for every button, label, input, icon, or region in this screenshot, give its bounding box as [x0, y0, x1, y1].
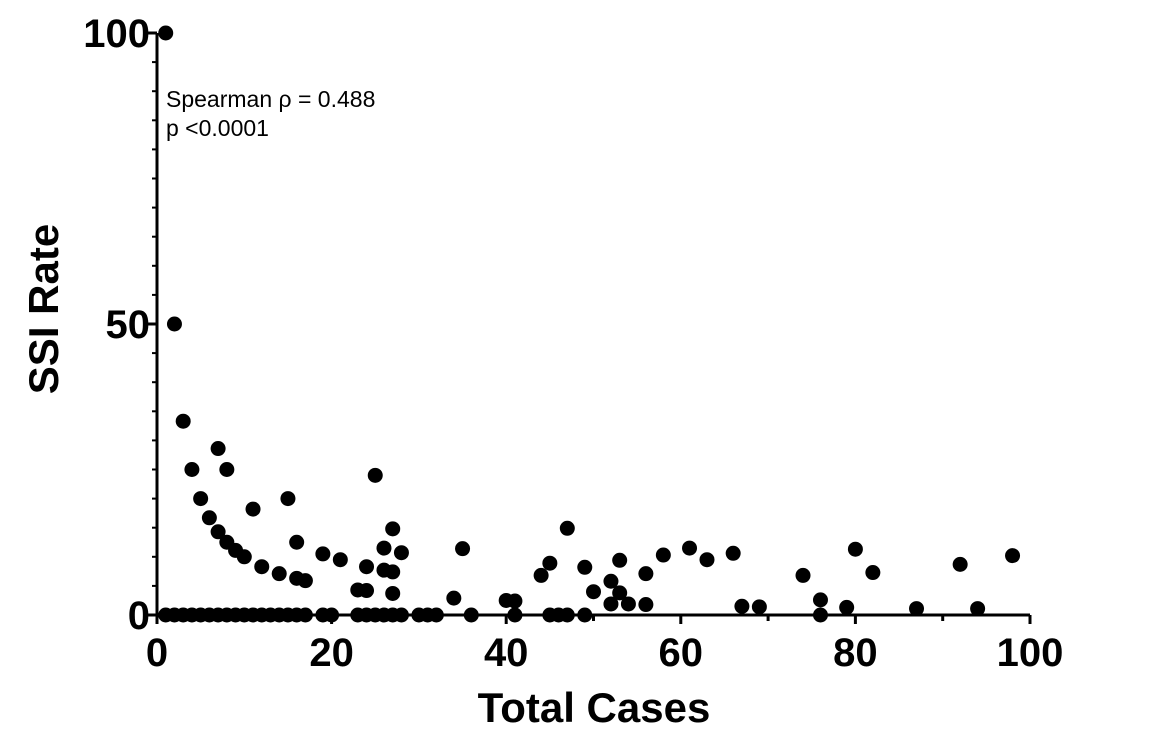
data-point [463, 607, 479, 623]
data-points [158, 25, 1021, 623]
data-point [236, 549, 252, 565]
ticks [148, 31, 1032, 624]
data-point [210, 524, 226, 540]
x-tick-label: 100 [997, 631, 1064, 675]
x-tick-label: 20 [309, 631, 354, 675]
data-point [158, 25, 174, 41]
data-point [638, 597, 654, 613]
data-point [254, 559, 270, 575]
data-point [455, 541, 471, 557]
data-point [586, 584, 601, 600]
data-point [603, 573, 619, 589]
data-point [184, 462, 200, 477]
data-point [751, 599, 767, 615]
data-point [175, 413, 191, 429]
data-point [245, 501, 261, 517]
p-value-annotation: p <0.0001 [166, 115, 269, 141]
data-point [219, 462, 235, 477]
data-point [201, 510, 217, 526]
data-point [385, 521, 401, 537]
axes [155, 33, 1030, 617]
data-point [297, 607, 313, 623]
x-tick-label: 40 [484, 631, 529, 675]
data-point [428, 607, 444, 623]
data-point [324, 607, 340, 623]
data-point [446, 590, 462, 606]
spearman-annotation: Spearman ρ = 0.488 [166, 86, 375, 112]
y-tick-label: 50 [106, 303, 151, 347]
y-tick-label: 100 [83, 12, 150, 56]
data-point [193, 491, 209, 507]
data-point [559, 520, 575, 536]
data-point [638, 566, 654, 582]
tick-labels: 0 20 40 60 80 100 0 50 100 [83, 12, 1063, 675]
x-tick-label: 60 [659, 631, 704, 675]
data-point [393, 545, 409, 561]
data-point [533, 567, 549, 583]
data-point [952, 556, 968, 572]
data-point [577, 607, 593, 623]
data-point [725, 545, 741, 561]
data-point [210, 441, 226, 457]
data-point [970, 601, 986, 617]
data-point [385, 585, 401, 601]
data-point [1005, 548, 1021, 564]
data-point [166, 316, 182, 332]
data-point [297, 573, 313, 589]
data-point [812, 592, 828, 608]
data-point [865, 565, 881, 581]
data-point [699, 552, 715, 568]
data-point [620, 596, 636, 612]
data-point [507, 593, 523, 609]
data-point [795, 567, 811, 583]
x-axis-title: Total Cases [478, 684, 711, 731]
data-point [577, 559, 593, 575]
data-point [559, 607, 575, 623]
data-point [280, 491, 296, 507]
x-tick-label: 0 [146, 631, 168, 675]
data-point [812, 607, 828, 623]
data-point [289, 534, 305, 550]
y-axis-title: SSI Rate [20, 224, 67, 394]
y-tick-label: 0 [128, 594, 150, 638]
data-point [359, 559, 375, 575]
data-point [385, 564, 401, 580]
data-point [393, 607, 409, 623]
data-point [359, 583, 375, 599]
data-point [839, 599, 855, 615]
data-point [315, 546, 331, 562]
x-tick-label: 80 [833, 631, 878, 675]
data-point [655, 547, 671, 563]
data-point [612, 552, 628, 568]
data-point [271, 566, 287, 582]
data-point [542, 555, 558, 571]
data-point [734, 598, 750, 614]
data-point [612, 585, 628, 601]
data-point [603, 596, 619, 612]
data-point [367, 467, 383, 483]
data-point [847, 541, 863, 557]
data-point [507, 607, 523, 623]
data-point [332, 552, 348, 568]
data-point [376, 540, 392, 556]
data-point [909, 601, 925, 617]
data-point [682, 540, 698, 556]
